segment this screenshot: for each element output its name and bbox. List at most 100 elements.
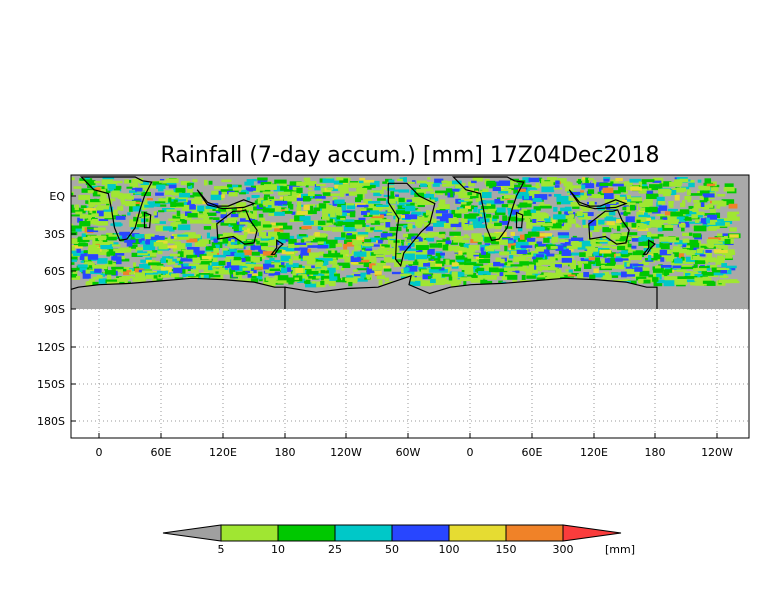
rain-cell <box>620 236 632 241</box>
rain-cell <box>543 272 552 277</box>
rain-cell <box>448 214 459 221</box>
rain-cell <box>370 227 377 231</box>
rain-cell <box>678 223 686 228</box>
rain-cell <box>360 272 369 278</box>
rain-cell <box>71 253 85 256</box>
rain-cell <box>298 234 307 237</box>
rain-cell <box>257 257 263 262</box>
rain-cell <box>546 253 555 257</box>
rain-cell <box>153 275 158 279</box>
rain-cell <box>603 193 614 200</box>
rain-cell <box>126 186 133 189</box>
rain-cell <box>218 207 228 212</box>
rain-cell <box>260 181 272 186</box>
rain-cell <box>712 242 725 249</box>
rain-cell <box>594 257 601 263</box>
rain-cell <box>249 227 259 232</box>
rain-cell <box>602 212 615 215</box>
rain-cell <box>129 206 133 212</box>
rain-cell <box>220 189 233 192</box>
rain-cell <box>331 227 344 232</box>
rain-cell <box>258 271 263 277</box>
rain-cell <box>376 212 389 217</box>
rain-cell <box>693 203 703 209</box>
rain-cell <box>106 248 119 252</box>
rain-cell <box>267 225 279 228</box>
rain-cell <box>213 217 220 221</box>
rain-cell <box>289 181 302 187</box>
rain-cell <box>174 243 187 247</box>
rain-cell <box>293 256 305 261</box>
colorbar-level-label: 50 <box>385 543 399 556</box>
rain-cell <box>516 249 528 255</box>
rain-cell <box>224 265 235 269</box>
rain-cell <box>440 252 445 256</box>
rain-cell <box>631 223 637 228</box>
rain-cell <box>509 254 514 259</box>
rain-cell <box>670 256 676 263</box>
rain-cell <box>273 249 284 253</box>
rain-cell <box>438 267 445 271</box>
rain-cell <box>649 184 661 189</box>
rain-cell <box>442 238 450 242</box>
rain-cell <box>421 280 426 285</box>
rain-cell <box>226 207 232 212</box>
rain-cell <box>177 234 189 237</box>
rain-cell <box>77 264 88 268</box>
rain-cell <box>346 205 356 210</box>
rain-cell <box>341 232 346 238</box>
rain-cell <box>388 179 395 185</box>
rain-cell <box>236 206 243 213</box>
rain-cell <box>642 279 651 284</box>
rain-cell <box>286 254 295 257</box>
rain-cell <box>486 280 493 286</box>
rain-cell <box>79 267 87 273</box>
rain-cell <box>457 271 463 278</box>
rain-cell <box>518 180 526 186</box>
rain-cell <box>579 252 586 257</box>
rain-cell <box>173 267 183 274</box>
rain-cell <box>102 177 115 180</box>
rain-cell <box>306 204 316 207</box>
rain-cell <box>147 250 153 254</box>
rain-cell <box>464 198 473 202</box>
rain-cell <box>435 269 448 273</box>
rain-cell <box>413 271 422 276</box>
rain-cell <box>723 186 735 192</box>
rain-cell <box>480 279 488 285</box>
rain-cell <box>521 265 526 269</box>
rain-cell <box>322 192 331 196</box>
rain-cell <box>492 217 498 222</box>
rain-cell <box>463 243 470 249</box>
rain-cell <box>526 237 536 242</box>
rain-cell <box>136 213 143 217</box>
rain-cell <box>498 232 504 238</box>
rain-cell <box>339 178 348 183</box>
rain-cell <box>499 251 510 256</box>
rain-cell <box>197 235 202 242</box>
rain-cell <box>96 221 109 226</box>
rain-cell <box>256 226 262 233</box>
rain-cell <box>243 249 253 256</box>
rain-cell <box>274 179 287 184</box>
rain-cell <box>554 193 562 197</box>
rain-cell <box>620 212 625 215</box>
rain-cell <box>413 277 423 281</box>
rain-cell <box>296 234 309 239</box>
rain-cell <box>140 259 148 263</box>
rain-cell <box>77 217 83 223</box>
rain-cell <box>96 210 104 217</box>
rain-cell <box>280 186 288 191</box>
rain-cell <box>129 272 135 275</box>
rain-cell <box>484 246 489 250</box>
rain-cell <box>474 263 484 267</box>
rain-cell <box>694 260 706 265</box>
rain-cell <box>228 192 238 197</box>
rain-cell <box>498 188 512 194</box>
rain-cell <box>627 271 633 276</box>
rain-cell <box>83 262 95 268</box>
rain-cell <box>602 271 610 277</box>
rain-cell <box>539 233 553 237</box>
rain-cell <box>562 256 574 259</box>
rain-cell <box>358 217 366 222</box>
